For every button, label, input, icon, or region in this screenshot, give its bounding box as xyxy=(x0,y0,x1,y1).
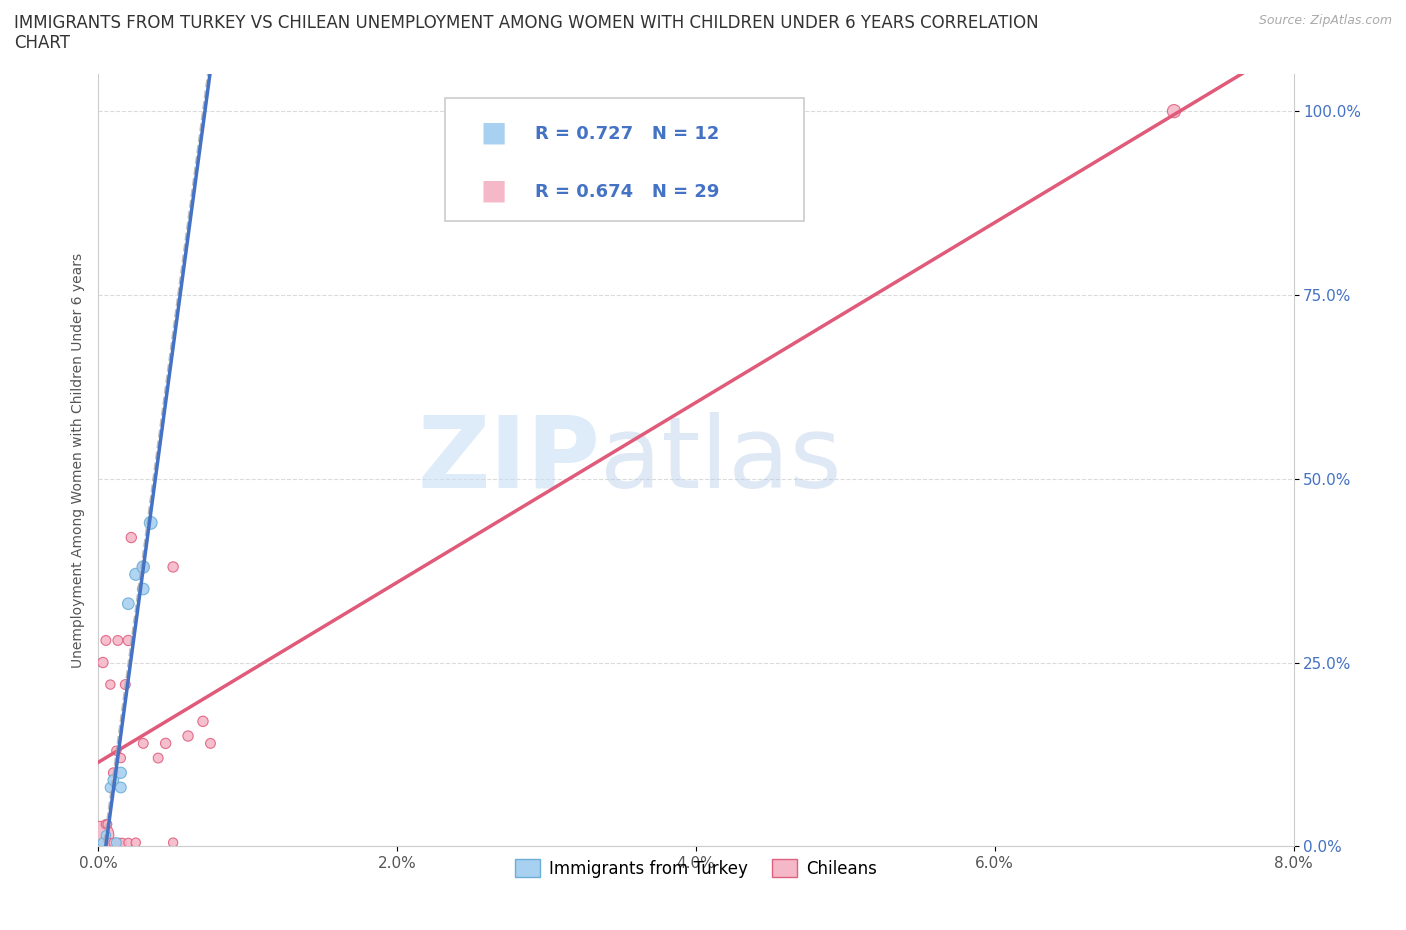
Point xyxy=(110,751,132,765)
Point xyxy=(98,677,122,692)
Point xyxy=(91,835,114,850)
Text: Source: ZipAtlas.com: Source: ZipAtlas.com xyxy=(1258,14,1392,27)
Point xyxy=(177,728,200,743)
Point xyxy=(111,835,134,850)
Point xyxy=(132,736,155,751)
Point xyxy=(97,835,120,850)
Point xyxy=(148,751,170,765)
Text: ZIP: ZIP xyxy=(418,412,600,509)
Point xyxy=(105,835,128,850)
Point xyxy=(94,828,117,843)
Point xyxy=(132,560,155,575)
Point xyxy=(94,633,117,648)
Point xyxy=(103,773,125,788)
Point xyxy=(120,530,142,545)
Point xyxy=(125,567,148,582)
Y-axis label: Unemployment Among Women with Children Under 6 years: Unemployment Among Women with Children U… xyxy=(70,253,84,668)
Point xyxy=(103,835,125,850)
Point xyxy=(108,835,131,850)
Point xyxy=(125,835,148,850)
Text: ■: ■ xyxy=(481,176,508,205)
Point xyxy=(191,714,214,729)
Point xyxy=(117,596,139,611)
Point xyxy=(132,581,155,596)
Point xyxy=(98,780,122,795)
Point xyxy=(139,515,162,530)
Text: R = 0.727   N = 12: R = 0.727 N = 12 xyxy=(534,125,718,143)
Text: R = 0.674   N = 29: R = 0.674 N = 29 xyxy=(534,182,718,201)
Point xyxy=(110,780,132,795)
Point xyxy=(1163,104,1185,119)
Text: atlas: atlas xyxy=(600,412,842,509)
Point xyxy=(94,817,117,831)
Point xyxy=(155,736,177,751)
Point xyxy=(162,835,184,850)
Point xyxy=(91,655,114,670)
Text: IMMIGRANTS FROM TURKEY VS CHILEAN UNEMPLOYMENT AMONG WOMEN WITH CHILDREN UNDER 6: IMMIGRANTS FROM TURKEY VS CHILEAN UNEMPL… xyxy=(14,14,1039,32)
Text: CHART: CHART xyxy=(14,34,70,52)
Text: ■: ■ xyxy=(481,118,508,146)
Point xyxy=(162,560,184,575)
FancyBboxPatch shape xyxy=(446,98,804,221)
Point xyxy=(114,677,136,692)
Point xyxy=(89,828,111,843)
Point xyxy=(110,765,132,780)
Point xyxy=(117,835,139,850)
Point xyxy=(132,560,155,575)
Point xyxy=(107,633,129,648)
Point xyxy=(200,736,222,751)
Point xyxy=(117,633,139,648)
Point xyxy=(96,817,118,831)
Legend: Immigrants from Turkey, Chileans: Immigrants from Turkey, Chileans xyxy=(509,853,883,884)
Point xyxy=(105,743,128,758)
Point xyxy=(103,765,125,780)
